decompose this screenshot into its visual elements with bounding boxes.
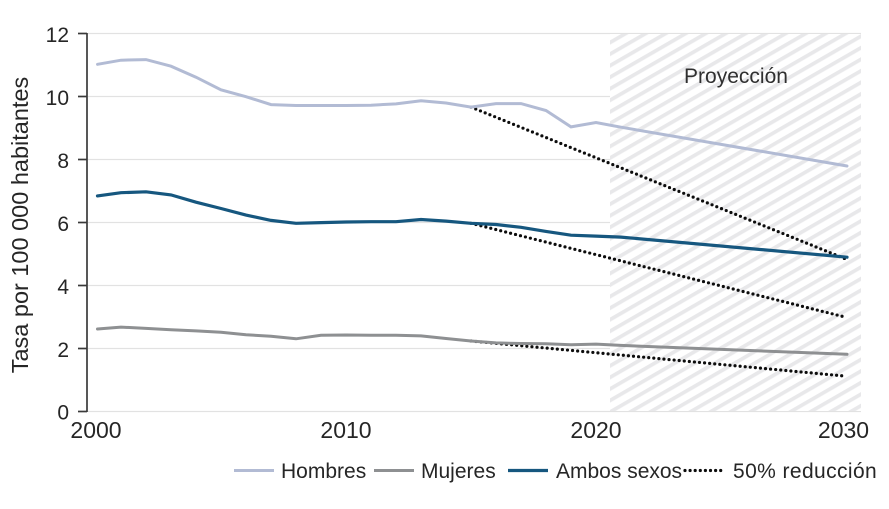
svg-text:12: 12 [46, 24, 69, 47]
svg-text:4: 4 [57, 276, 69, 299]
svg-text:2010: 2010 [320, 417, 371, 443]
svg-text:10: 10 [46, 87, 69, 110]
svg-text:50% reducción: 50% reducción [733, 460, 877, 483]
svg-text:Tasa por 100 000 habitantes: Tasa por 100 000 habitantes [7, 77, 33, 374]
svg-text:Hombres: Hombres [281, 460, 366, 483]
svg-text:8: 8 [57, 150, 69, 173]
svg-text:6: 6 [57, 213, 69, 236]
svg-text:2030: 2030 [818, 417, 869, 443]
svg-text:Ambos sexos: Ambos sexos [556, 460, 682, 483]
svg-text:2000: 2000 [70, 417, 121, 443]
svg-text:0: 0 [57, 402, 69, 425]
svg-text:Proyección: Proyección [684, 65, 788, 88]
svg-text:Mujeres: Mujeres [421, 460, 496, 483]
svg-text:2020: 2020 [570, 417, 621, 443]
svg-text:2: 2 [57, 339, 69, 362]
